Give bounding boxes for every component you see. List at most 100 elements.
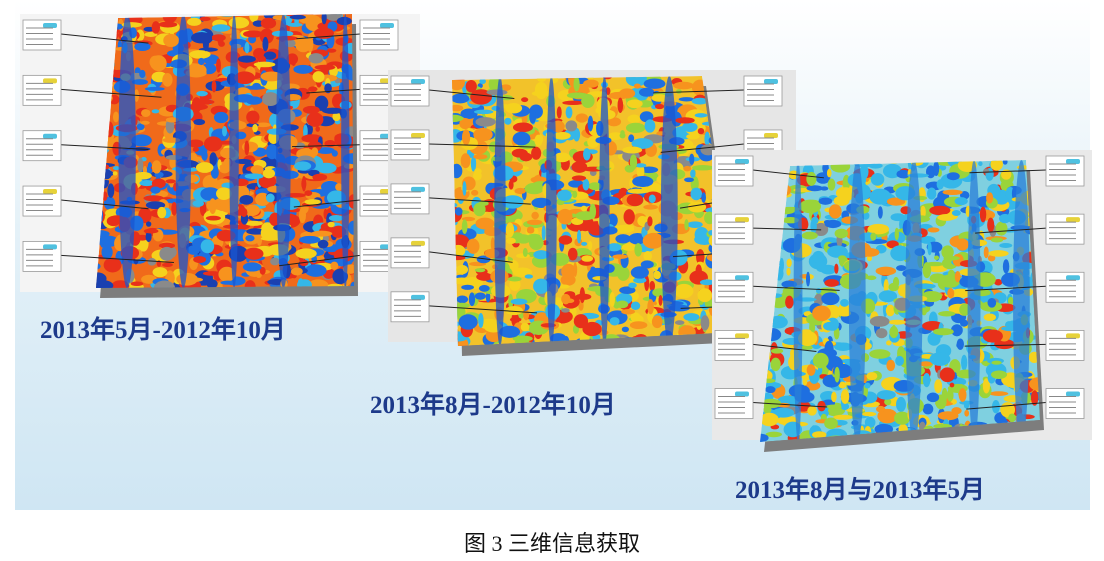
heat-blob (686, 133, 700, 140)
heat-blob (514, 187, 527, 195)
heat-blob (806, 364, 816, 376)
heat-blob (896, 265, 907, 271)
heat-blob (193, 256, 207, 264)
heat-blob (553, 152, 571, 163)
heat-blob (258, 174, 277, 189)
heat-blob (508, 180, 514, 190)
heat-blob (322, 107, 344, 114)
heat-blob (990, 160, 1003, 171)
blue-streak (1013, 160, 1030, 442)
heat-blob (307, 279, 329, 288)
heat-blob (490, 237, 495, 251)
heat-blob (833, 414, 853, 420)
heat-blob (821, 292, 840, 306)
heat-blob (625, 76, 647, 87)
annotation-tag (1066, 391, 1080, 397)
heat-blob (653, 270, 661, 280)
heat-blob (954, 197, 968, 206)
heat-blob (533, 278, 550, 294)
heat-blob (531, 90, 552, 97)
heat-blob (321, 180, 340, 193)
heat-blob (959, 303, 971, 316)
leader-line (428, 305, 538, 314)
heat-blob (107, 183, 115, 198)
annotation-tag (735, 159, 749, 164)
heat-blob (649, 280, 656, 292)
heat-blob (485, 292, 491, 303)
heat-blob (994, 339, 1015, 350)
heat-blob (512, 122, 533, 133)
heat-blob (687, 221, 703, 229)
heat-blob (557, 284, 570, 289)
heat-blob (619, 88, 636, 99)
heat-blob (194, 99, 215, 105)
annotation-tag (764, 79, 778, 84)
leader-line (60, 254, 174, 263)
heat-blob (622, 146, 643, 154)
heat-blob (770, 357, 781, 372)
heat-blob (627, 114, 641, 124)
heat-blob (293, 64, 313, 74)
heat-blob (828, 204, 842, 219)
heat-blob (1007, 296, 1014, 306)
heat-blob (151, 178, 166, 189)
heat-blob (643, 204, 658, 210)
heat-blob (508, 293, 514, 310)
heat-blob (812, 352, 829, 369)
heat-blob (152, 267, 168, 278)
heat-blob (187, 139, 204, 148)
annotation-tag (43, 78, 57, 84)
heat-blob (461, 129, 471, 146)
heat-blob (786, 267, 791, 276)
heat-blob (779, 257, 784, 273)
heat-blob (812, 305, 831, 322)
heat-blob (452, 93, 470, 104)
heat-blob (308, 86, 318, 92)
heat-blob (452, 104, 464, 112)
heat-blob (922, 262, 932, 279)
leader-line (965, 285, 1047, 292)
heat-blob (581, 241, 588, 246)
heat-blob (474, 292, 486, 300)
heat-blob (512, 131, 531, 146)
heat-blob (244, 140, 250, 156)
heat-blob (461, 219, 468, 234)
heat-blob (131, 134, 152, 147)
heat-blob (838, 381, 847, 389)
heat-blob (573, 76, 580, 92)
heat-blob (629, 321, 648, 330)
heat-blob (217, 281, 223, 288)
heat-blob (261, 222, 274, 235)
heat-blob (999, 213, 1011, 224)
heat-blob (143, 228, 159, 234)
deformation-map (20, 14, 420, 298)
heat-blob (478, 284, 490, 292)
heat-blob (101, 245, 113, 260)
heat-blob (1002, 259, 1010, 274)
heat-blob (223, 158, 231, 168)
heat-blob (926, 187, 937, 200)
heat-blob (263, 51, 277, 60)
heat-blob (262, 92, 280, 107)
heat-blob (983, 246, 989, 259)
heat-blob (675, 117, 695, 124)
heat-blob (687, 201, 707, 213)
heat-blob (689, 153, 695, 165)
heat-blob (606, 117, 622, 127)
heat-blob (987, 217, 995, 233)
heat-blob (575, 211, 596, 221)
heat-blob (673, 81, 695, 90)
heat-blob (919, 361, 933, 367)
heat-blob (533, 250, 550, 260)
heat-blob (869, 188, 892, 205)
leader-line (653, 89, 745, 94)
heat-blob (919, 236, 936, 244)
heat-blob (561, 263, 576, 279)
heat-blob (690, 187, 703, 201)
heat-blob (323, 208, 328, 220)
heat-blob (520, 322, 530, 332)
heat-blob (982, 329, 1003, 343)
heat-blob (316, 147, 335, 154)
blue-streak (494, 76, 506, 346)
heat-blob (488, 182, 494, 190)
